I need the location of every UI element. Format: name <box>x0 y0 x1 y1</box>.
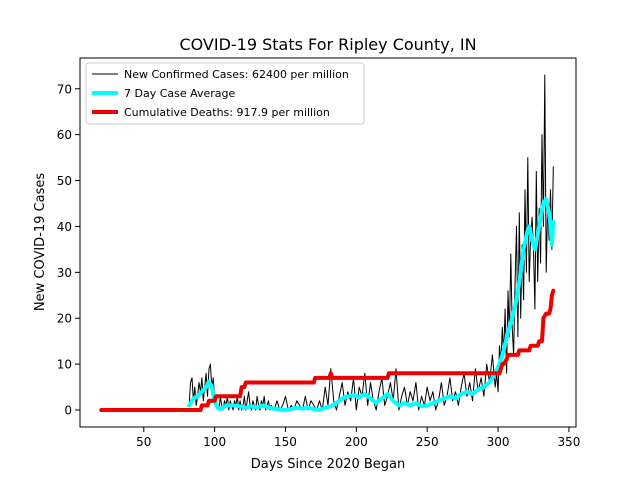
x-axis-label: Days Since 2020 Began <box>251 457 406 472</box>
legend-label-1: 7 Day Case Average <box>124 87 236 100</box>
legend-items: New Confirmed Cases: 62400 per million 7 … <box>92 68 349 119</box>
y-tick-label: 60 <box>57 128 72 142</box>
y-tick-label: 50 <box>57 174 72 188</box>
chart-title: COVID-19 Stats For Ripley County, IN <box>179 35 476 54</box>
legend-box <box>85 62 365 125</box>
x-axis-ticks: 50 100 150 200 250 300 350 <box>136 427 580 449</box>
x-tick-label: 200 <box>345 435 368 449</box>
x-tick-label: 300 <box>487 435 510 449</box>
y-tick-label: 70 <box>57 82 72 96</box>
series-line-1 <box>187 196 556 412</box>
y-tick-label: 20 <box>57 312 72 326</box>
x-tick-label: 350 <box>557 435 580 449</box>
legend-label-2: Cumulative Deaths: 917.9 per million <box>124 106 330 119</box>
series-layer <box>99 74 556 412</box>
y-tick-label: 0 <box>64 404 72 418</box>
x-tick-label: 250 <box>416 435 439 449</box>
y-tick-label: 10 <box>57 358 72 372</box>
x-tick-label: 100 <box>203 435 226 449</box>
x-tick-label: 150 <box>274 435 297 449</box>
axes-frame <box>79 57 577 428</box>
legend-label-0: New Confirmed Cases: 62400 per million <box>124 68 349 81</box>
x-tick-label: 50 <box>136 435 151 449</box>
plot-area: 50 100 150 200 250 300 350 0 10 20 30 40 50 60 70 <box>57 57 580 449</box>
y-axis-ticks: 0 10 20 30 40 50 60 70 <box>57 82 80 418</box>
legend: New Confirmed Cases: 62400 per million 7 … <box>85 62 365 125</box>
y-tick-label: 30 <box>57 266 72 280</box>
y-tick-label: 40 <box>57 220 72 234</box>
y-axis-label: New COVID-19 Cases <box>33 173 48 311</box>
series-line-2 <box>99 288 556 412</box>
